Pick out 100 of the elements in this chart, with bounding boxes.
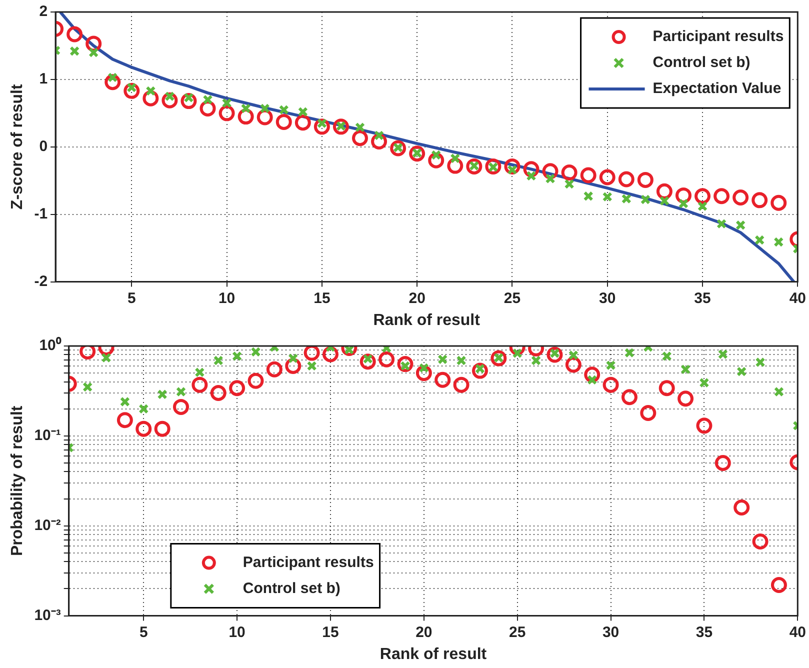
x-tick-label: 30 (599, 290, 616, 307)
point (752, 192, 768, 208)
point (101, 352, 112, 363)
y-tick-label: 10⁰ (39, 336, 62, 354)
legend-label: Control set b) (652, 54, 750, 72)
y-axis-title: Probability of result (9, 405, 26, 556)
point (276, 114, 292, 130)
point (298, 106, 308, 117)
point (418, 362, 429, 373)
point (222, 98, 232, 108)
point (583, 191, 594, 202)
point (294, 114, 311, 131)
point (352, 130, 368, 146)
point (490, 350, 507, 366)
point (229, 380, 246, 396)
point (602, 192, 612, 202)
point (278, 104, 289, 115)
y-tick-label: 10⁻³ (34, 606, 61, 624)
point (659, 196, 670, 206)
point (194, 367, 205, 378)
point (304, 346, 320, 361)
point (714, 455, 731, 472)
point (218, 105, 235, 122)
point (752, 534, 768, 550)
x-tick-label: 15 (322, 624, 339, 641)
point (213, 355, 224, 366)
legend-label: Participant results (242, 554, 374, 571)
point (736, 220, 746, 230)
point (770, 577, 787, 594)
point (66, 26, 83, 42)
y-tick-label: -2 (34, 272, 48, 290)
point (397, 356, 414, 372)
x-tick-label: 40 (789, 290, 806, 307)
point (434, 372, 451, 388)
point (288, 353, 298, 364)
point (173, 398, 189, 415)
x-tick-label: 35 (696, 624, 713, 641)
point (599, 169, 616, 186)
point (736, 366, 747, 377)
point (250, 346, 261, 357)
x-tick-label: 20 (416, 624, 432, 641)
x-tick-label: 30 (602, 624, 620, 641)
point (531, 355, 542, 366)
point (774, 386, 784, 397)
point (202, 94, 213, 105)
point (568, 350, 578, 360)
y-tick-label: 1 (39, 70, 48, 88)
point (696, 418, 712, 434)
point (240, 103, 251, 114)
x-tick-label: 25 (504, 290, 521, 307)
point (248, 372, 264, 389)
point (658, 380, 675, 396)
point (640, 404, 656, 421)
point (116, 412, 133, 428)
point (70, 46, 80, 56)
x-tick-label: 20 (408, 290, 426, 307)
x-tick-label: 10 (218, 290, 236, 307)
y-tick-label: -1 (34, 205, 48, 222)
point (260, 103, 270, 114)
x-tick-label: 5 (139, 624, 148, 641)
point (146, 86, 156, 96)
point (157, 389, 168, 400)
point (718, 349, 728, 360)
point (546, 346, 563, 363)
point (82, 382, 93, 392)
point (564, 178, 574, 190)
point (662, 351, 672, 362)
point (354, 122, 366, 132)
point (640, 194, 650, 205)
point (618, 171, 634, 188)
x-axis-title: Rank of result (380, 646, 488, 663)
point (754, 234, 765, 246)
point (770, 194, 787, 211)
point (80, 346, 96, 360)
point (621, 389, 638, 406)
y-tick-label: 10⁻¹ (34, 427, 61, 444)
point (716, 218, 727, 229)
legend-label: Control set b) (242, 580, 340, 597)
x-tick-label: 40 (789, 624, 806, 641)
point (485, 158, 502, 174)
point (734, 500, 750, 516)
point (88, 47, 99, 58)
point (621, 194, 632, 204)
point (192, 376, 208, 393)
point (774, 236, 784, 248)
point (390, 140, 406, 156)
point (714, 188, 730, 204)
x-tick-label: 15 (314, 290, 330, 307)
point (466, 158, 482, 174)
point (136, 420, 152, 437)
point (344, 346, 354, 355)
point (409, 146, 426, 162)
legend-label: Participant results (652, 28, 784, 46)
point (699, 378, 710, 388)
point (266, 361, 282, 378)
point (678, 198, 689, 209)
x-tick-label: 35 (694, 290, 711, 307)
point (438, 354, 448, 364)
point (526, 170, 536, 181)
point (755, 357, 766, 368)
